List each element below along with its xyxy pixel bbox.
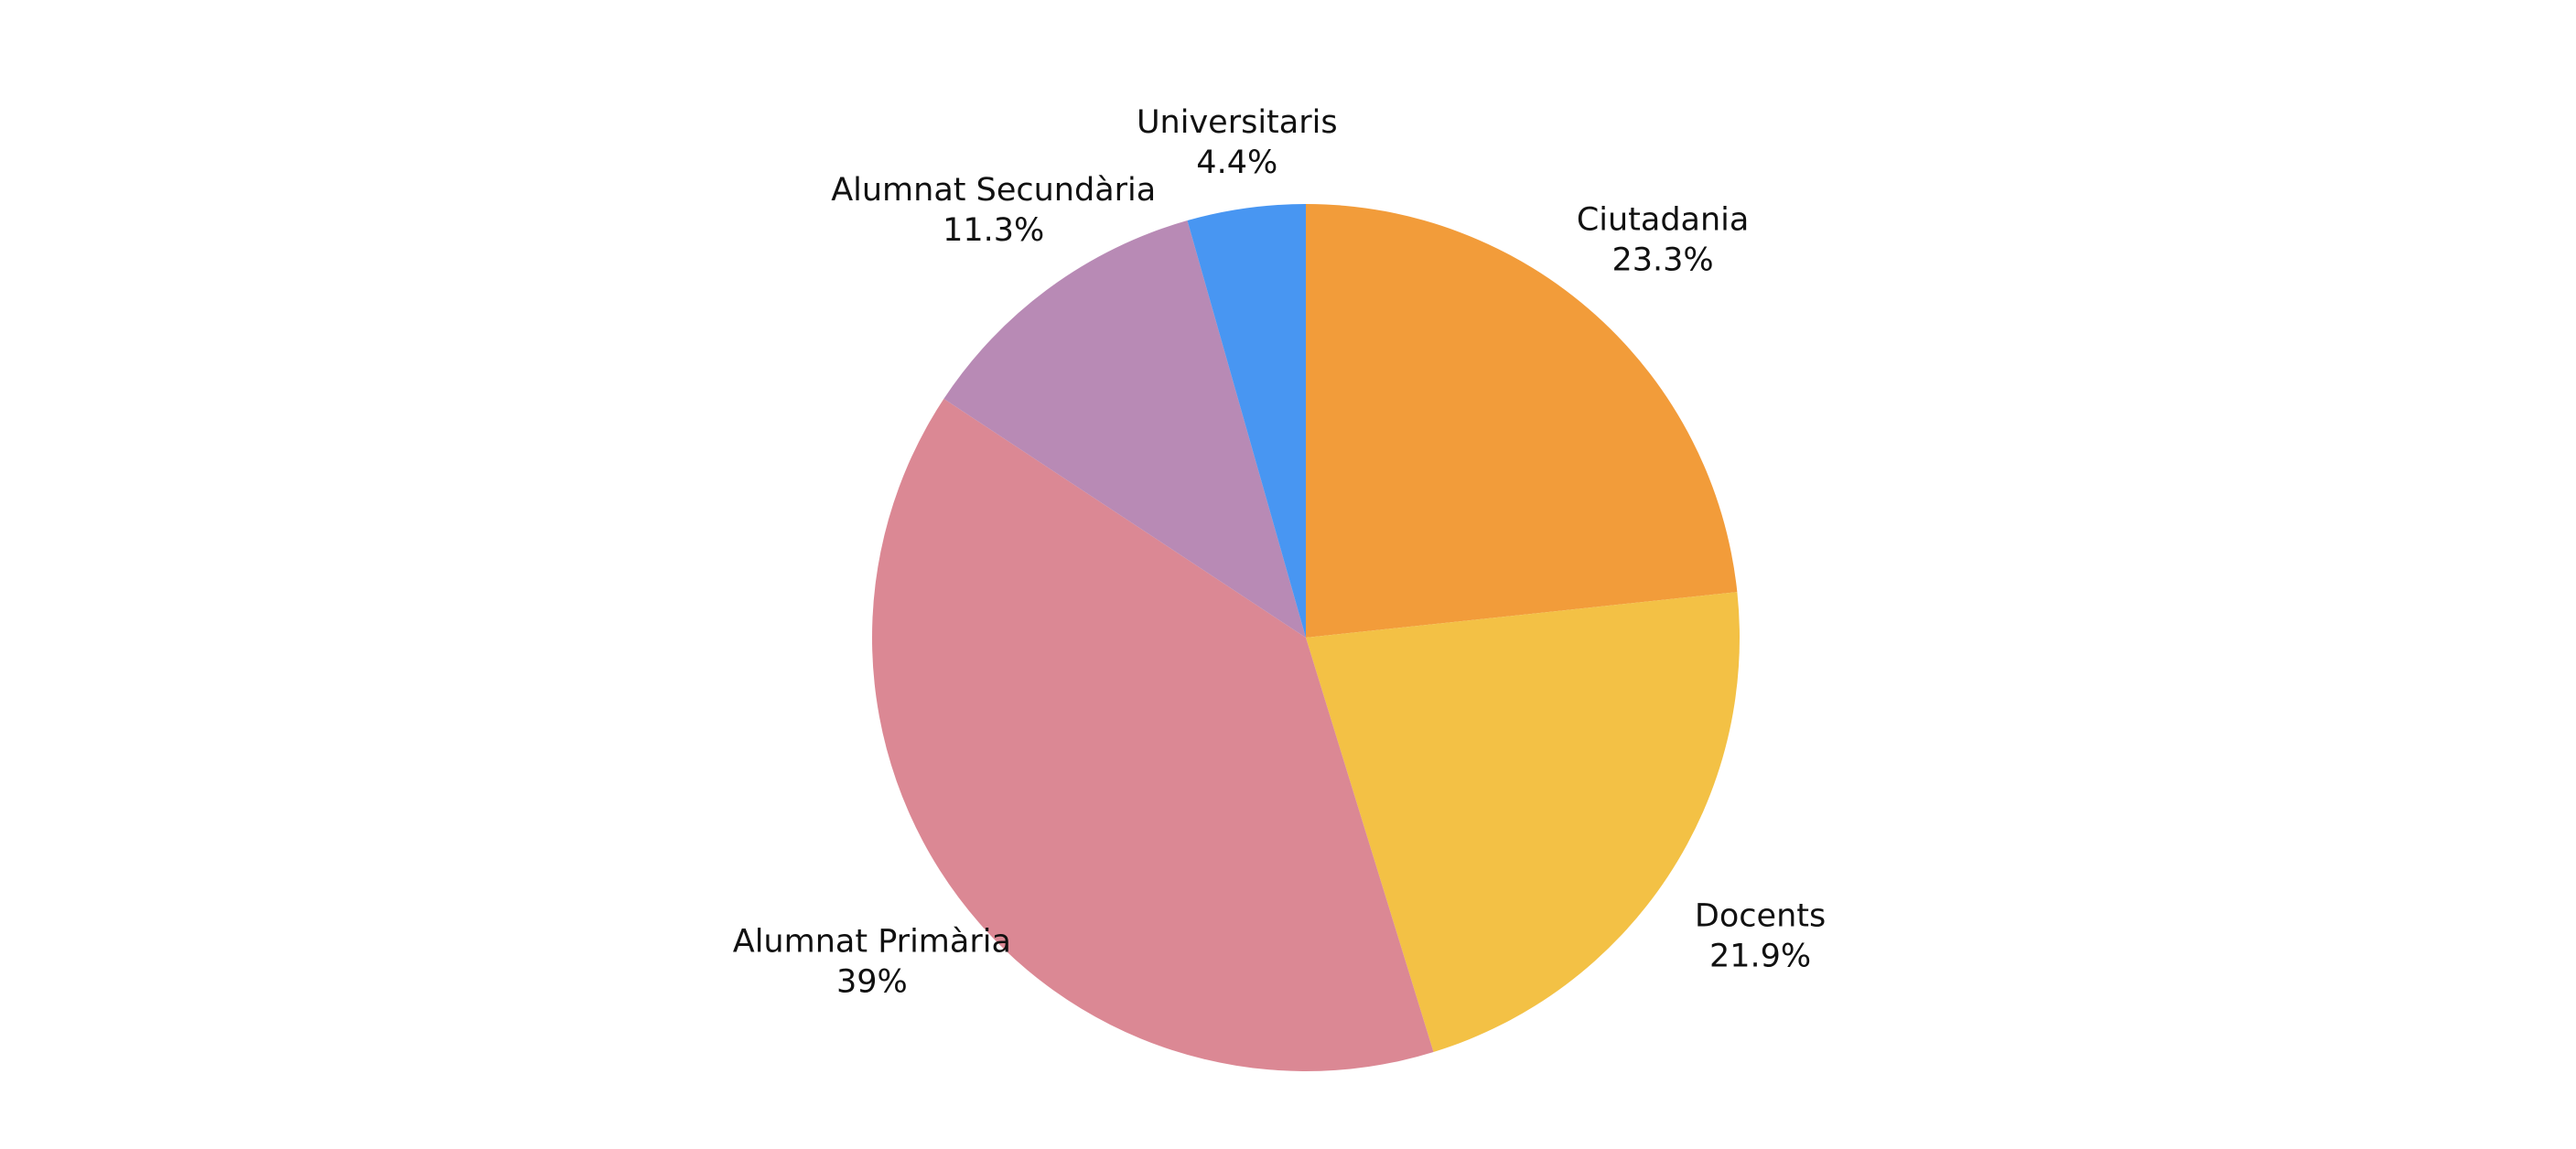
- slice-label: Alumnat Secundària: [831, 172, 1156, 209]
- slice-value-label: 39%: [836, 963, 908, 1000]
- slice-value-label: 4.4%: [1196, 145, 1277, 181]
- pie-slice: [1306, 204, 1738, 638]
- slice-label: Alumnat Primària: [733, 923, 1011, 960]
- slice-value-label: 21.9%: [1709, 939, 1811, 975]
- pie-slice: [1187, 204, 1306, 638]
- slice-label: Ciutadania: [1577, 201, 1750, 238]
- slice-label: Docents: [1695, 898, 1826, 935]
- slice-value-label: 23.3%: [1611, 242, 1713, 278]
- slice-label: Universitaris: [1137, 104, 1338, 141]
- pie-slice: [872, 398, 1434, 1071]
- pie-slice: [1306, 592, 1740, 1053]
- slice-value-label: 11.3%: [943, 212, 1044, 249]
- pie-slice: [943, 220, 1306, 638]
